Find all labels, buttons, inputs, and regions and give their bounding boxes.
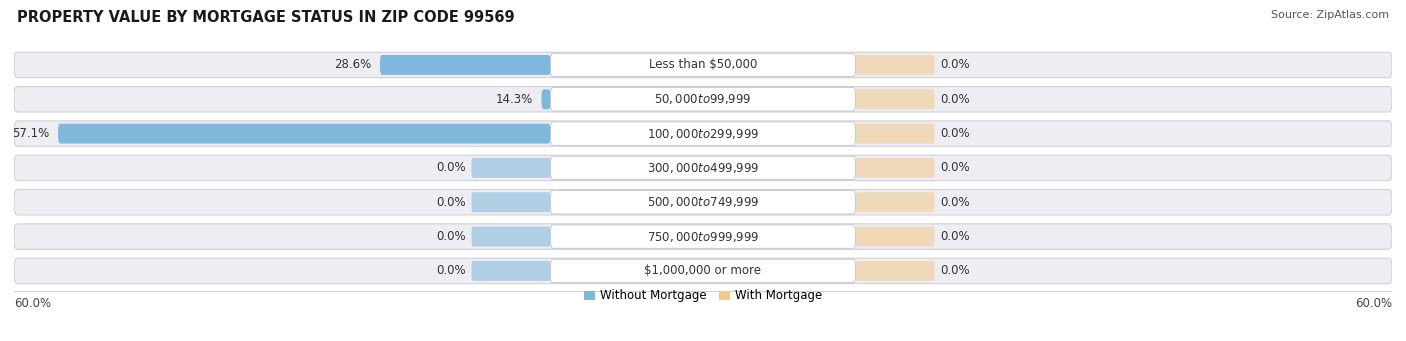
FancyBboxPatch shape <box>14 190 1392 215</box>
Text: 0.0%: 0.0% <box>941 230 970 243</box>
FancyBboxPatch shape <box>855 124 935 144</box>
Text: $1,000,000 or more: $1,000,000 or more <box>644 264 762 277</box>
Text: 28.6%: 28.6% <box>333 58 371 72</box>
FancyBboxPatch shape <box>551 156 855 180</box>
Text: 0.0%: 0.0% <box>436 264 465 277</box>
Text: 0.0%: 0.0% <box>941 161 970 175</box>
FancyBboxPatch shape <box>471 261 551 281</box>
Text: 0.0%: 0.0% <box>941 264 970 277</box>
FancyBboxPatch shape <box>14 52 1392 78</box>
Text: 60.0%: 60.0% <box>14 297 51 310</box>
Text: PROPERTY VALUE BY MORTGAGE STATUS IN ZIP CODE 99569: PROPERTY VALUE BY MORTGAGE STATUS IN ZIP… <box>17 10 515 25</box>
FancyBboxPatch shape <box>58 124 551 144</box>
FancyBboxPatch shape <box>380 55 551 75</box>
FancyBboxPatch shape <box>14 87 1392 112</box>
FancyBboxPatch shape <box>14 258 1392 284</box>
Text: 60.0%: 60.0% <box>1355 297 1392 310</box>
FancyBboxPatch shape <box>471 227 551 247</box>
FancyBboxPatch shape <box>541 89 551 109</box>
Legend: Without Mortgage, With Mortgage: Without Mortgage, With Mortgage <box>579 285 827 307</box>
Text: $50,000 to $99,999: $50,000 to $99,999 <box>654 92 752 106</box>
Text: 0.0%: 0.0% <box>941 196 970 209</box>
FancyBboxPatch shape <box>551 53 855 77</box>
FancyBboxPatch shape <box>855 89 935 109</box>
FancyBboxPatch shape <box>471 192 551 212</box>
FancyBboxPatch shape <box>551 259 855 283</box>
Text: 0.0%: 0.0% <box>436 196 465 209</box>
Text: Less than $50,000: Less than $50,000 <box>648 58 758 72</box>
Text: $100,000 to $299,999: $100,000 to $299,999 <box>647 127 759 140</box>
FancyBboxPatch shape <box>551 88 855 111</box>
Text: 0.0%: 0.0% <box>941 127 970 140</box>
FancyBboxPatch shape <box>471 158 551 178</box>
FancyBboxPatch shape <box>14 121 1392 146</box>
Text: $300,000 to $499,999: $300,000 to $499,999 <box>647 161 759 175</box>
Text: 14.3%: 14.3% <box>495 93 533 106</box>
Text: 0.0%: 0.0% <box>436 230 465 243</box>
FancyBboxPatch shape <box>855 158 935 178</box>
Text: 0.0%: 0.0% <box>941 93 970 106</box>
FancyBboxPatch shape <box>551 191 855 214</box>
Text: 57.1%: 57.1% <box>11 127 49 140</box>
Text: 0.0%: 0.0% <box>941 58 970 72</box>
FancyBboxPatch shape <box>855 192 935 212</box>
FancyBboxPatch shape <box>14 155 1392 181</box>
FancyBboxPatch shape <box>855 227 935 247</box>
FancyBboxPatch shape <box>14 224 1392 249</box>
Text: Source: ZipAtlas.com: Source: ZipAtlas.com <box>1271 10 1389 20</box>
Text: $750,000 to $999,999: $750,000 to $999,999 <box>647 229 759 243</box>
FancyBboxPatch shape <box>855 55 935 75</box>
FancyBboxPatch shape <box>551 122 855 145</box>
Text: $500,000 to $749,999: $500,000 to $749,999 <box>647 195 759 209</box>
FancyBboxPatch shape <box>551 225 855 248</box>
FancyBboxPatch shape <box>855 261 935 281</box>
Text: 0.0%: 0.0% <box>436 161 465 175</box>
